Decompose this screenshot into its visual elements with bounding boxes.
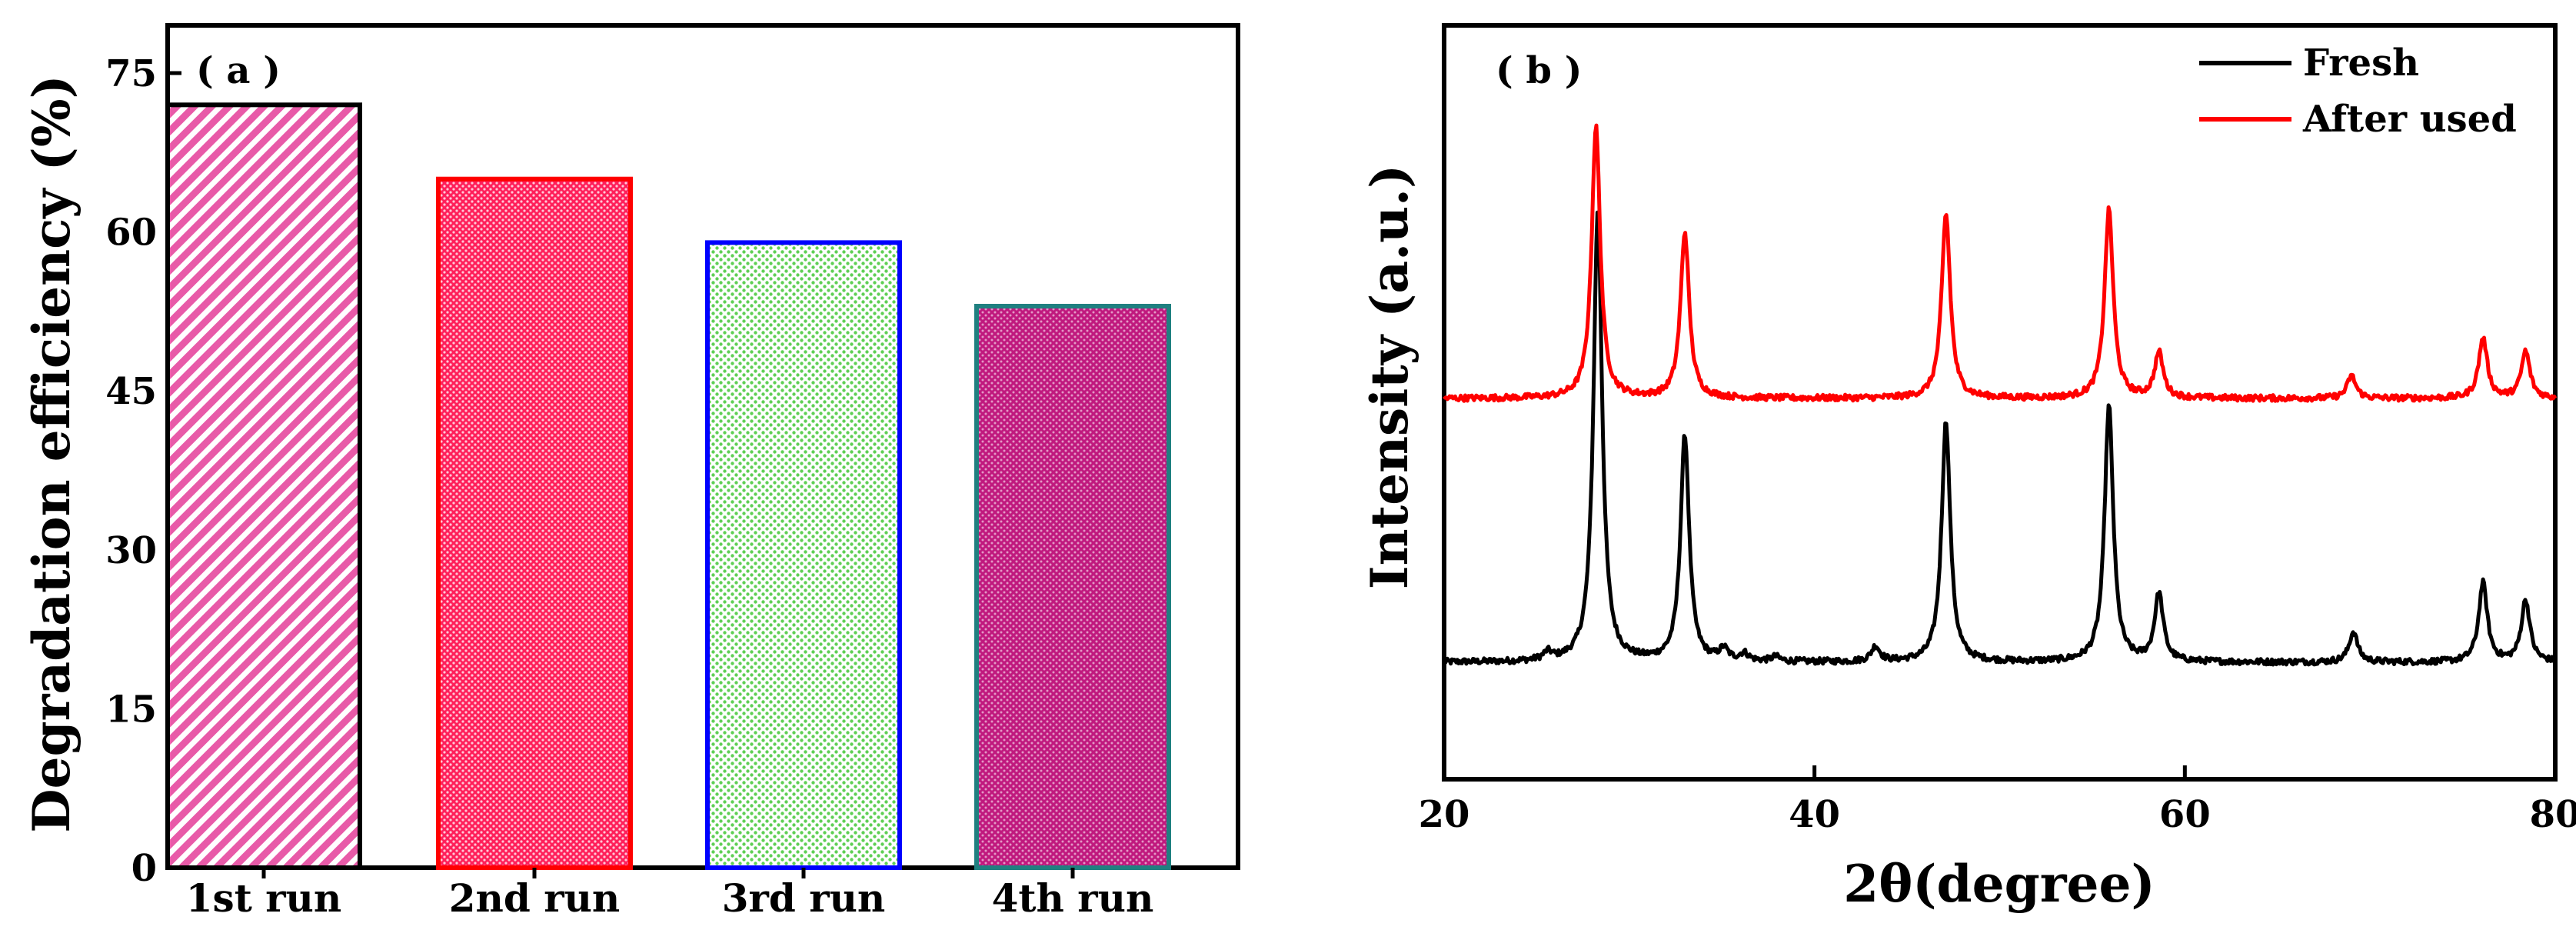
bar-chart-panel: ( a ) Degradation efficiency (%) 0 15 30 45… (22, 23, 1240, 921)
x-tick-label-a: 2nd run (449, 875, 621, 921)
y-tick-label-a: 45 (105, 370, 157, 413)
bar-1 (165, 102, 362, 870)
y-axis-label-a: Degradation efficiency (%) (22, 75, 82, 833)
bar-3 (705, 240, 902, 870)
x-tick-label-b: 60 (2159, 793, 2211, 836)
x-tick-label-a: 3rd run (722, 875, 886, 921)
legend-b: Fresh After used (2199, 42, 2517, 141)
y-tick-label-a: 30 (105, 529, 157, 572)
legend-label-fresh: Fresh (2303, 42, 2419, 85)
plot-frame-b (1442, 23, 2558, 782)
x-tick-label-b: 20 (1419, 793, 1470, 836)
x-axis-label-b: 2θ(degree) (1843, 854, 2155, 914)
bar-2 (436, 176, 633, 870)
y-axis-label-b: Intensity (a.u.) (1360, 165, 1419, 590)
bars-a (165, 102, 1171, 871)
x-tick-labels-a: 1st run 2nd run 3rd run 4th run (186, 868, 1154, 921)
legend-label-after-used: After used (2302, 98, 2517, 141)
x-tick-label-b: 80 (2530, 793, 2576, 836)
series-line-fresh (1442, 210, 2557, 667)
y-tick-label-a: 75 (105, 52, 157, 95)
y-tick-label-a: 15 (105, 688, 157, 731)
x-tick-label-a: 1st run (186, 875, 342, 921)
x-ticks-b: 20 40 60 80 (1419, 765, 2576, 836)
y-ticks-a: 0 15 30 45 60 75 (105, 52, 181, 890)
panel-label-a: ( a ) (196, 49, 281, 92)
x-tick-label-b: 40 (1789, 793, 1840, 836)
series-line-after-used (1443, 123, 2558, 403)
x-tick-label-a: 4th run (992, 875, 1154, 921)
line-chart-panel: ( b ) Intensity (a.u.) 2θ(degree) 20 40 60… (1360, 23, 2576, 914)
panel-label-b: ( b ) (1496, 49, 1582, 92)
series-b (1442, 123, 2558, 667)
bar-4 (974, 304, 1171, 871)
y-tick-label-a: 60 (105, 212, 157, 255)
y-tick-label-a: 0 (131, 847, 157, 890)
